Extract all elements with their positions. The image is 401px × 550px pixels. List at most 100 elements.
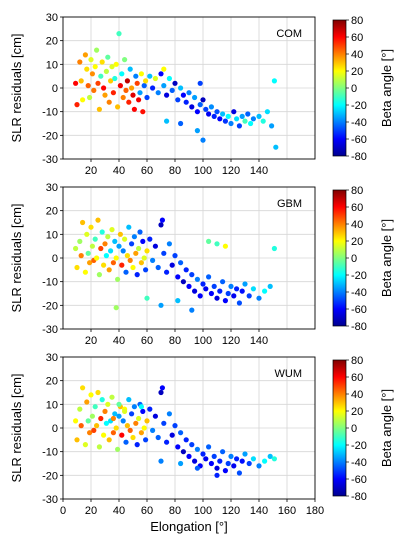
colorbar-tick-label: 0 <box>351 83 357 95</box>
data-point <box>169 262 175 268</box>
data-point <box>200 281 206 287</box>
y-axis-label: SLR residuals [cm] <box>9 203 24 312</box>
data-point <box>134 442 140 448</box>
data-point <box>138 404 144 410</box>
y-tick-label: -30 <box>42 324 58 336</box>
data-point <box>246 460 252 467</box>
data-point <box>133 420 139 426</box>
data-point <box>147 236 153 242</box>
colorbar-tick-label: 40 <box>351 49 363 61</box>
data-point <box>164 92 170 98</box>
gridlines <box>63 357 315 499</box>
data-point <box>200 97 206 103</box>
data-point <box>183 99 189 105</box>
data-point <box>87 430 93 436</box>
data-point <box>101 262 107 268</box>
x-tick-label: 60 <box>141 335 153 347</box>
y-tick-label: -20 <box>42 470 58 482</box>
data-point <box>158 71 164 77</box>
colorbar-tick-label: 0 <box>351 253 357 265</box>
x-tick-label: 140 <box>250 165 268 177</box>
data-point <box>231 293 237 299</box>
colorbar-tick-label: -60 <box>351 474 367 486</box>
data-point <box>197 102 203 108</box>
data-point <box>150 427 156 433</box>
data-point <box>116 30 122 37</box>
data-point <box>99 59 105 65</box>
data-point <box>175 298 181 304</box>
data-point <box>127 257 133 263</box>
data-point <box>152 75 158 82</box>
colorbar-tick-label: -40 <box>351 287 367 299</box>
data-point <box>129 241 135 247</box>
data-point <box>143 267 149 273</box>
data-point <box>74 102 80 108</box>
data-point <box>175 444 181 450</box>
data-point <box>172 253 178 259</box>
data-point <box>194 109 200 115</box>
data-point <box>110 90 116 96</box>
x-tick-label: 20 <box>85 165 97 177</box>
data-point <box>220 111 226 117</box>
data-point <box>175 274 181 280</box>
data-point <box>113 61 119 67</box>
data-point <box>115 104 121 110</box>
panel-label: COM <box>276 28 302 40</box>
data-point <box>220 279 226 285</box>
data-point <box>192 288 198 294</box>
data-point <box>189 442 195 448</box>
data-point <box>271 78 277 84</box>
data-point <box>236 300 242 306</box>
data-point <box>267 283 273 289</box>
data-point <box>126 224 132 230</box>
data-point <box>194 276 200 282</box>
x-tick-label: 0 <box>60 505 66 517</box>
data-point <box>105 234 111 240</box>
data-point <box>180 279 186 285</box>
data-point <box>250 116 256 122</box>
data-point <box>98 245 104 252</box>
data-point <box>120 94 126 101</box>
data-point <box>137 229 143 235</box>
data-point <box>214 109 220 115</box>
data-point <box>159 217 165 223</box>
colorbar-tick-label: 60 <box>351 32 363 44</box>
data-point <box>222 468 228 474</box>
data-point <box>133 250 139 256</box>
data-point <box>250 456 256 462</box>
data-point <box>78 78 84 84</box>
data-point <box>129 85 135 91</box>
colorbar-tick-label: 80 <box>351 355 363 367</box>
y-tick-label: 10 <box>46 399 58 411</box>
x-tick-label: 100 <box>194 335 212 347</box>
data-point <box>82 52 88 58</box>
data-point <box>183 267 189 273</box>
data-point <box>194 446 200 452</box>
data-point <box>164 439 170 445</box>
colorbar-tick-label: 40 <box>351 389 363 401</box>
data-point <box>101 432 107 438</box>
colorbar-tick-label: -60 <box>351 304 367 316</box>
x-tick-label: 40 <box>113 505 125 517</box>
data-point <box>126 99 132 105</box>
colorbar-tick-label: 60 <box>351 372 363 384</box>
data-point <box>80 97 86 103</box>
data-point <box>178 430 184 436</box>
data-point <box>225 460 231 467</box>
data-point <box>136 97 142 103</box>
data-point <box>123 87 129 93</box>
y-tick-label: -20 <box>42 130 58 142</box>
data-point <box>85 83 91 89</box>
data-point <box>141 83 147 89</box>
data-point <box>180 449 186 455</box>
colorbar-tick-label: -40 <box>351 117 367 129</box>
data-point <box>242 451 248 457</box>
data-point <box>217 288 223 294</box>
colorbar-label: Beta angle [°] <box>379 389 394 467</box>
y-tick-label: 0 <box>52 83 58 95</box>
data-point <box>214 465 220 471</box>
data-point <box>116 413 122 419</box>
colorbar-tick-label: 60 <box>351 202 363 214</box>
x-tick-label: 40 <box>113 165 125 177</box>
x-tick-label: 40 <box>113 335 125 347</box>
